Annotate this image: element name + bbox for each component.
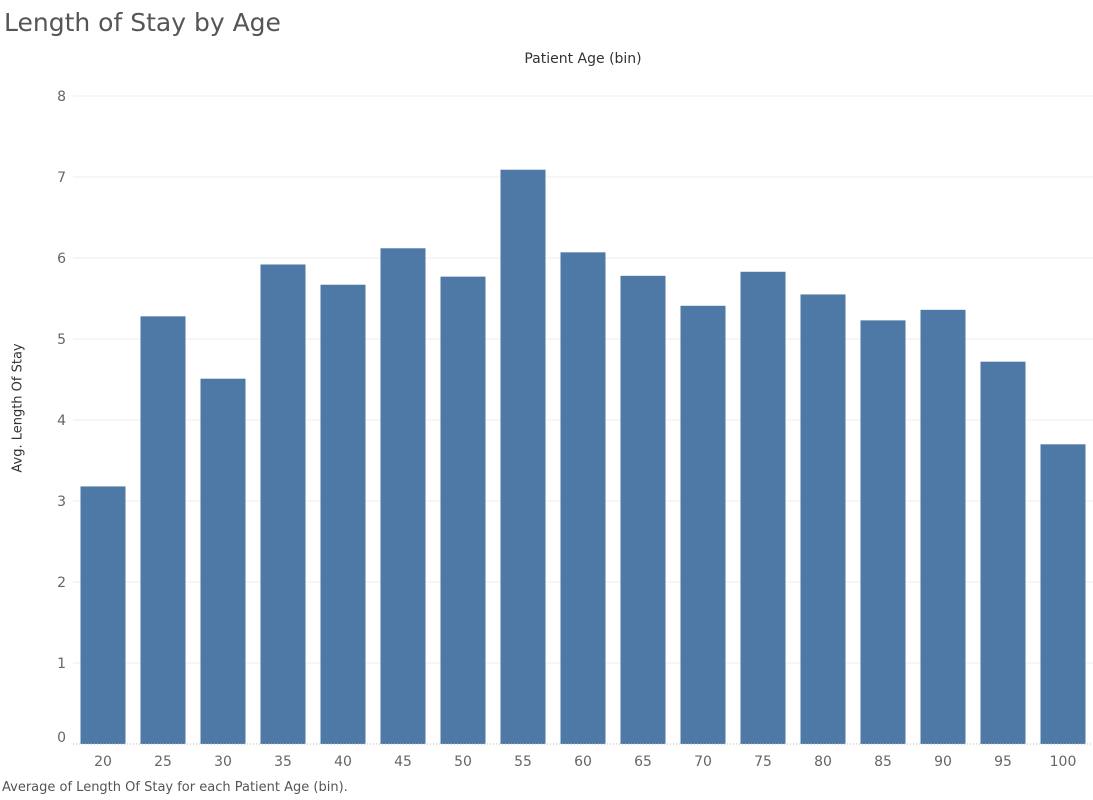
chart-caption: Average of Length Of Stay for each Patie… xyxy=(2,780,348,795)
bar-65[interactable] xyxy=(620,275,666,744)
bar-80[interactable] xyxy=(800,294,846,744)
y-axis-ticks: 0 1 2 3 4 5 6 7 8 xyxy=(57,89,66,746)
bar-60[interactable] xyxy=(560,252,606,744)
bar-75[interactable] xyxy=(740,271,786,744)
bar-50[interactable] xyxy=(440,276,486,744)
bar-25[interactable] xyxy=(140,316,186,744)
bar-35[interactable] xyxy=(260,264,306,744)
x-tick-label: 75 xyxy=(754,754,772,770)
x-tick-label: 85 xyxy=(874,754,892,770)
x-tick-label: 35 xyxy=(274,754,292,770)
x-tick-label: 25 xyxy=(154,754,172,770)
x-tick-label: 95 xyxy=(994,754,1012,770)
bar-55[interactable] xyxy=(500,169,546,744)
x-tick-label: 20 xyxy=(94,754,112,770)
x-tick-label: 100 xyxy=(1050,754,1077,770)
x-axis-header: Patient Age (bin) xyxy=(524,51,642,67)
bar-90[interactable] xyxy=(920,309,966,744)
bar-45[interactable] xyxy=(380,248,426,744)
y-tick-label: 2 xyxy=(57,575,66,591)
y-tick-label: 5 xyxy=(57,332,66,348)
x-tick-label: 80 xyxy=(814,754,832,770)
x-tick-label: 70 xyxy=(694,754,712,770)
x-tick-label: 90 xyxy=(934,754,952,770)
y-tick-label: 6 xyxy=(57,251,66,267)
chart-title: Length of Stay by Age xyxy=(4,8,281,37)
bar-85[interactable] xyxy=(860,320,906,744)
y-tick-label: 3 xyxy=(57,494,66,510)
y-tick-label: 4 xyxy=(57,413,66,429)
bar-30[interactable] xyxy=(200,378,246,744)
bar-20[interactable] xyxy=(80,486,126,744)
x-tick-label: 30 xyxy=(214,754,232,770)
bars xyxy=(80,169,1086,744)
bar-40[interactable] xyxy=(320,284,366,744)
x-tick-label: 55 xyxy=(514,754,532,770)
x-tick-label: 60 xyxy=(574,754,592,770)
x-tick-label: 65 xyxy=(634,754,652,770)
y-tick-label: 8 xyxy=(57,89,66,105)
y-tick-label: 7 xyxy=(57,170,66,186)
bar-95[interactable] xyxy=(980,361,1026,744)
x-tick-label: 50 xyxy=(454,754,472,770)
y-tick-label: 0 xyxy=(57,730,66,746)
bar-70[interactable] xyxy=(680,305,726,744)
x-axis-ticks: 20 25 30 35 40 45 50 55 60 65 70 75 80 85 90 95 100 xyxy=(94,754,1076,770)
bar-100[interactable] xyxy=(1040,444,1086,744)
x-tick-label: 40 xyxy=(334,754,352,770)
y-tick-label: 1 xyxy=(57,656,66,672)
x-tick-label: 45 xyxy=(394,754,412,770)
